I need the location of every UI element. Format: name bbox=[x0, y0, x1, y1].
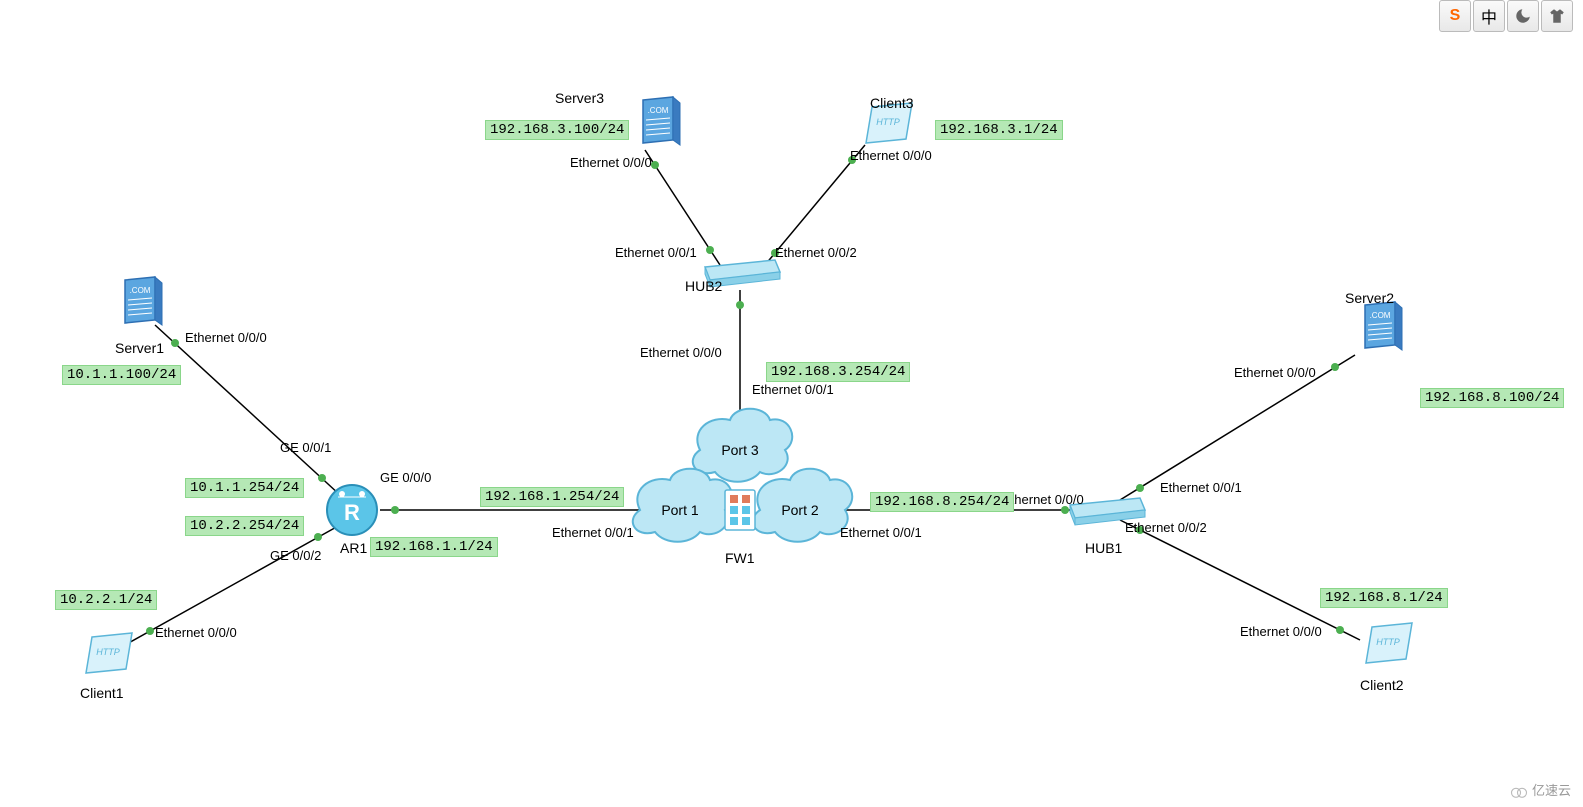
watermark: 亿速云 bbox=[1510, 780, 1571, 799]
ar1-ge002-ip: 10.2.2.254/24 bbox=[185, 516, 304, 536]
toolbar-btn-theme[interactable] bbox=[1507, 0, 1539, 32]
fw1-port2-ip: 192.168.8.254/24 bbox=[870, 492, 1014, 512]
client2-port: Ethernet 0/0/0 bbox=[1240, 624, 1322, 639]
client1-label[interactable]: Client1 bbox=[80, 685, 124, 701]
moon-icon bbox=[1514, 7, 1532, 25]
top-toolbar: S 中 bbox=[1439, 0, 1573, 32]
server3-port: Ethernet 0/0/0 bbox=[570, 155, 652, 170]
server2-label[interactable]: Server2 bbox=[1345, 290, 1394, 306]
hub1-label[interactable]: HUB1 bbox=[1085, 540, 1122, 556]
links-layer: Port 3 Port 1 Port 2 R bbox=[0, 0, 1583, 807]
shirt-icon bbox=[1548, 7, 1566, 25]
server1-label[interactable]: Server1 bbox=[115, 340, 164, 356]
hub1-e001: Ethernet 0/0/1 bbox=[1160, 480, 1242, 495]
ar1-label[interactable]: AR1 bbox=[340, 540, 367, 556]
svg-text:HTTP: HTTP bbox=[96, 647, 120, 657]
svg-text:HTTP: HTTP bbox=[876, 117, 900, 127]
server2-ip: 192.168.8.100/24 bbox=[1420, 388, 1564, 408]
client2-ip: 192.168.8.1/24 bbox=[1320, 588, 1448, 608]
toolbar-btn-lang[interactable]: 中 bbox=[1473, 0, 1505, 32]
server1-ip: 10.1.1.100/24 bbox=[62, 365, 181, 385]
fw1-port-top: Ethernet 0/0/1 bbox=[752, 382, 834, 397]
toolbar-btn-skin[interactable] bbox=[1541, 0, 1573, 32]
ar1-ge001: GE 0/0/1 bbox=[280, 440, 331, 455]
topology-canvas: Port 3 Port 1 Port 2 R bbox=[0, 0, 1583, 807]
ar1-ge001-ip: 10.1.1.254/24 bbox=[185, 478, 304, 498]
fw1-label[interactable]: FW1 bbox=[725, 550, 755, 566]
hub2-e002: Ethernet 0/0/2 bbox=[775, 245, 857, 260]
svg-text:HTTP: HTTP bbox=[1376, 637, 1400, 647]
svg-text:.COM: .COM bbox=[130, 286, 151, 295]
client1-ip: 10.2.2.1/24 bbox=[55, 590, 157, 610]
svg-text:.COM: .COM bbox=[1370, 311, 1391, 320]
client3-label[interactable]: Client3 bbox=[870, 95, 914, 111]
hub2-label[interactable]: HUB2 bbox=[685, 278, 722, 294]
fw1-port3-ip: 192.168.3.254/24 bbox=[766, 362, 910, 382]
server1-port: Ethernet 0/0/0 bbox=[185, 330, 267, 345]
server3-ip: 192.168.3.100/24 bbox=[485, 120, 629, 140]
ar1-ge000-ip: 192.168.1.1/24 bbox=[370, 537, 498, 557]
fw-port1-label: Port 1 bbox=[661, 502, 699, 518]
ar1-ge000: GE 0/0/0 bbox=[380, 470, 431, 485]
client3-port: Ethernet 0/0/0 bbox=[850, 148, 932, 163]
fw1-port-right: Ethernet 0/0/1 bbox=[840, 525, 922, 540]
client1-port: Ethernet 0/0/0 bbox=[155, 625, 237, 640]
svg-text:R: R bbox=[344, 500, 360, 525]
client3-ip: 192.168.3.1/24 bbox=[935, 120, 1063, 140]
svg-text:.COM: .COM bbox=[648, 106, 669, 115]
fw-port3-label: Port 3 bbox=[721, 442, 759, 458]
fw-port2-label: Port 2 bbox=[781, 502, 819, 518]
toolbar-btn-s[interactable]: S bbox=[1439, 0, 1471, 32]
client2-label[interactable]: Client2 bbox=[1360, 677, 1404, 693]
fw1-port1-ip: 192.168.1.254/24 bbox=[480, 487, 624, 507]
hub2-e001: Ethernet 0/0/1 bbox=[615, 245, 697, 260]
ar1-ge002: GE 0/0/2 bbox=[270, 548, 321, 563]
hub1-e002: Ethernet 0/0/2 bbox=[1125, 520, 1207, 535]
fw1-port-left: Ethernet 0/0/1 bbox=[552, 525, 634, 540]
server2-port: Ethernet 0/0/0 bbox=[1234, 365, 1316, 380]
server3-label[interactable]: Server3 bbox=[555, 90, 604, 106]
hub2-e000: Ethernet 0/0/0 bbox=[640, 345, 722, 360]
